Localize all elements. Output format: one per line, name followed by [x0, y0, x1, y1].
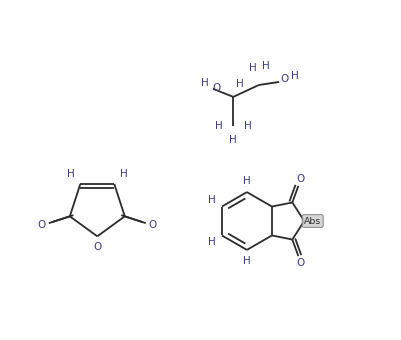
Text: H: H: [248, 63, 256, 73]
Text: H: H: [119, 169, 128, 179]
Text: O: O: [296, 257, 304, 268]
Text: O: O: [212, 83, 220, 93]
Text: H: H: [215, 121, 222, 131]
Text: H: H: [67, 169, 75, 179]
Text: H: H: [207, 237, 215, 246]
Text: H: H: [207, 195, 215, 205]
Text: Abs: Abs: [303, 217, 320, 225]
Text: H: H: [200, 78, 208, 88]
Text: O: O: [279, 74, 288, 84]
Text: O: O: [296, 174, 304, 185]
Text: H: H: [243, 121, 251, 131]
Text: O: O: [93, 241, 101, 252]
Text: H: H: [262, 61, 269, 71]
Text: H: H: [243, 256, 250, 266]
Text: H: H: [243, 176, 250, 186]
Text: H: H: [290, 71, 298, 81]
Text: H: H: [229, 135, 237, 145]
Text: O: O: [37, 220, 46, 231]
Text: H: H: [235, 79, 243, 89]
Text: O: O: [148, 220, 157, 231]
